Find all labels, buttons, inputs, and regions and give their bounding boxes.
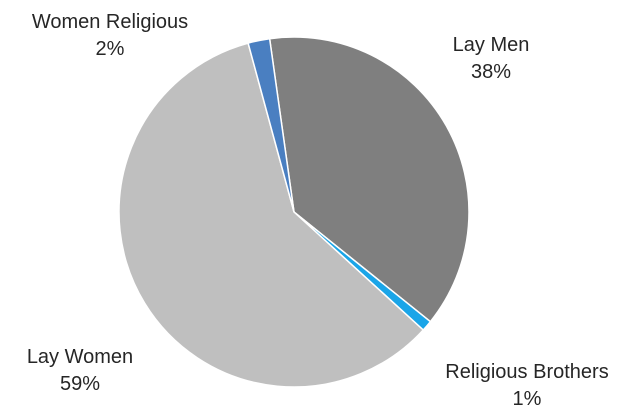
slice-value-label: 38%	[471, 61, 511, 83]
pie-slice-lay-men	[268, 36, 470, 323]
slice-label-religious-brothers: Religious Brothers 1%	[445, 361, 608, 410]
pie-labels: Lay Men 38% Religious Brothers 1% Lay Women 5…	[27, 11, 609, 410]
slice-category-label: Religious Brothers	[445, 361, 608, 383]
slice-label-lay-men: Lay Men 38%	[453, 34, 530, 83]
slice-value-label: 1%	[513, 388, 542, 410]
slice-category-label: Lay Men	[453, 34, 530, 56]
slice-label-lay-women: Lay Women 59%	[27, 346, 133, 395]
slice-category-label: Women Religious	[32, 11, 188, 33]
slice-value-label: 2%	[96, 38, 125, 60]
slice-value-label: 59%	[60, 373, 100, 395]
pie-slice-lay-women	[118, 42, 425, 388]
slice-label-women-religious: Women Religious 2%	[32, 11, 188, 60]
slice-category-label: Lay Women	[27, 346, 133, 368]
pie-slices	[118, 36, 470, 388]
pie-slice-women-religious	[247, 37, 295, 213]
